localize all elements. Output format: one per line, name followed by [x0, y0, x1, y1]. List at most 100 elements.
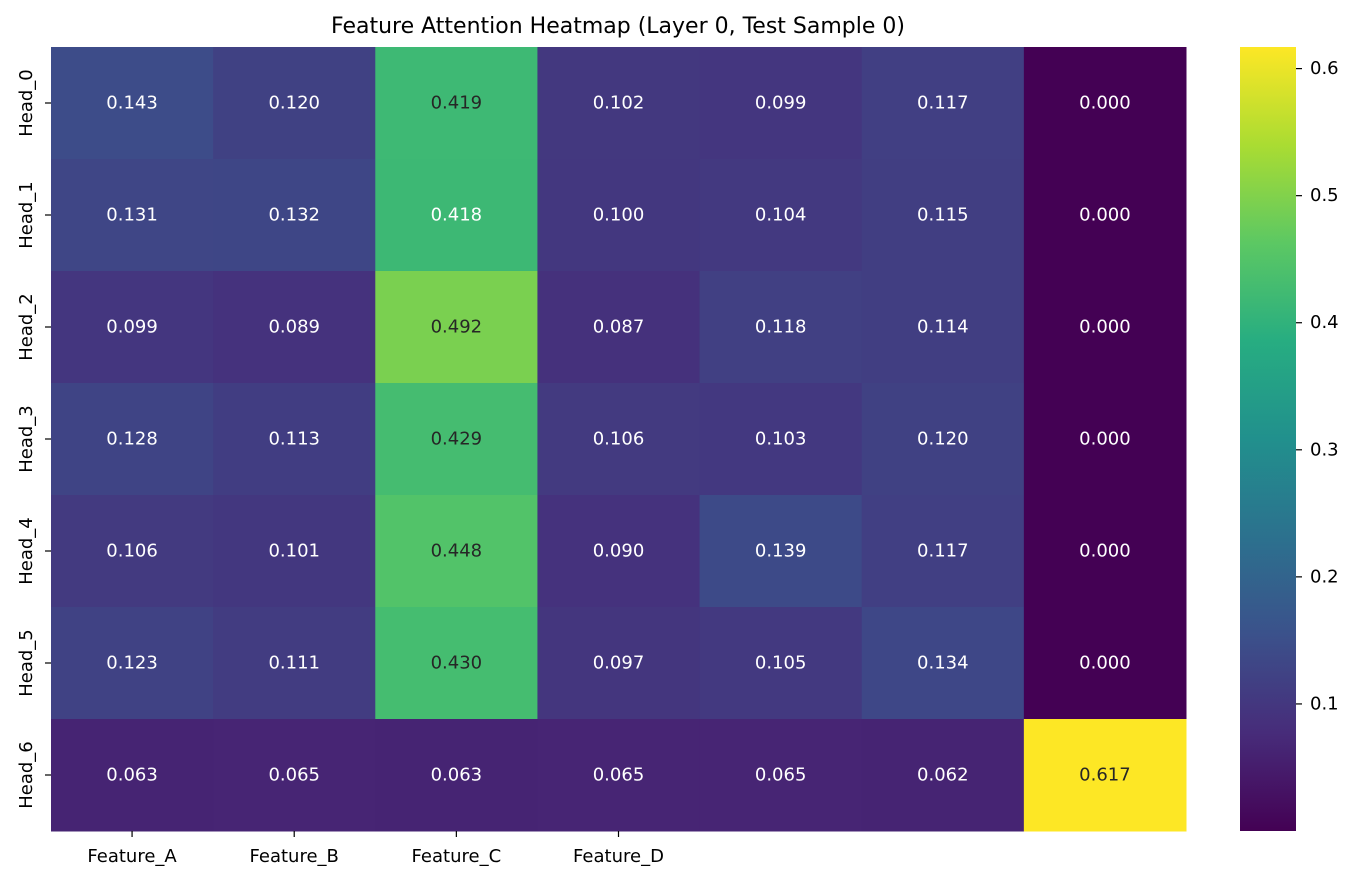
cell-value-label: 0.128	[106, 429, 158, 450]
heatmap-cell	[1023, 383, 1187, 496]
heatmap-cell	[861, 47, 1025, 160]
heatmap-cell	[537, 159, 701, 272]
cell-annotations: 0.143 0.120 0.419 0.102 0.099 0.117 0.000 0.131…	[106, 93, 1130, 786]
cell-value-label: 0.105	[755, 653, 807, 674]
heatmap-cell	[213, 383, 376, 496]
cell-value-label: 0.000	[1079, 429, 1131, 450]
cell-value-label: 0.448	[431, 541, 483, 562]
y-tick-label: Head_5	[16, 629, 37, 697]
cell-value-label: 0.000	[1079, 93, 1131, 114]
heatmap-cell	[375, 271, 538, 384]
cell-value-label: 0.115	[917, 205, 969, 226]
cell-value-label: 0.117	[917, 93, 969, 114]
cell-value-label: 0.132	[268, 205, 320, 226]
x-tick-label: Feature_D	[573, 846, 664, 867]
cell-value-label: 0.143	[106, 93, 158, 114]
y-tick-label: Head_1	[16, 181, 37, 249]
heatmap-cell	[699, 495, 863, 608]
y-tick-label: Head_6	[16, 741, 37, 809]
cell-value-label: 0.089	[268, 317, 320, 338]
heatmap-cell	[375, 159, 538, 272]
colorbar: 0.1 0.2 0.3 0.4 0.5 0.6	[1240, 47, 1339, 831]
cell-value-label: 0.063	[106, 765, 158, 786]
cell-value-label: 0.090	[593, 541, 645, 562]
y-tick-label: Head_0	[16, 69, 37, 137]
cell-value-label: 0.134	[917, 653, 969, 674]
heatmap-cell	[699, 159, 863, 272]
heatmap-cell	[375, 495, 538, 608]
heatmap-cell	[213, 495, 376, 608]
cell-value-label: 0.430	[431, 653, 483, 674]
heatmap-cell	[699, 271, 863, 384]
heatmap-cell	[213, 719, 376, 832]
cell-value-label: 0.000	[1079, 205, 1131, 226]
cell-value-label: 0.106	[106, 541, 158, 562]
heatmap-cell	[51, 271, 214, 384]
cell-value-label: 0.114	[917, 317, 969, 338]
cell-value-label: 0.000	[1079, 653, 1131, 674]
cell-value-label: 0.097	[593, 653, 645, 674]
heatmap-cell	[51, 607, 214, 720]
cell-value-label: 0.120	[917, 429, 969, 450]
heatmap-cell	[861, 495, 1025, 608]
cell-value-label: 0.117	[917, 541, 969, 562]
x-tick-label: Feature_A	[87, 846, 177, 867]
cell-value-label: 0.000	[1079, 317, 1131, 338]
heatmap-cell	[375, 719, 538, 832]
heatmap-cell	[213, 47, 376, 160]
heatmap-cell	[1023, 719, 1187, 832]
cell-value-label: 0.099	[106, 317, 158, 338]
heatmap-cell	[861, 383, 1025, 496]
cell-value-label: 0.065	[593, 765, 645, 786]
cell-value-label: 0.104	[755, 205, 807, 226]
cell-value-label: 0.103	[755, 429, 807, 450]
heatmap-cell	[699, 607, 863, 720]
heatmap-cell	[699, 47, 863, 160]
heatmap-cell	[213, 607, 376, 720]
cell-value-label: 0.000	[1079, 541, 1131, 562]
colorbar-gradient	[1240, 47, 1296, 831]
colorbar-tick-label: 0.3	[1310, 439, 1339, 460]
heatmap-cell	[861, 159, 1025, 272]
heatmap-cell	[51, 159, 214, 272]
heatmap-cell	[537, 719, 701, 832]
cell-value-label: 0.101	[268, 541, 320, 562]
x-axis: Feature_A Feature_B Feature_C Feature_D	[87, 831, 664, 867]
y-tick-label: Head_4	[16, 517, 37, 585]
colorbar-tick-label: 0.4	[1310, 312, 1339, 333]
heatmap-cell	[1023, 495, 1187, 608]
heatmap-cell	[537, 495, 701, 608]
heatmap-cell	[51, 383, 214, 496]
colorbar-tick-label: 0.1	[1310, 693, 1339, 714]
heatmap-cell	[375, 383, 538, 496]
heatmap-cell	[537, 607, 701, 720]
cell-value-label: 0.063	[431, 765, 483, 786]
heatmap-cell	[375, 47, 538, 160]
heatmap-cell	[51, 47, 214, 160]
chart-title: Feature Attention Heatmap (Layer 0, Test…	[331, 14, 905, 39]
cell-value-label: 0.123	[106, 653, 158, 674]
cell-value-label: 0.062	[917, 765, 969, 786]
cell-value-label: 0.120	[268, 93, 320, 114]
cell-value-label: 0.131	[106, 205, 158, 226]
colorbar-tick-label: 0.2	[1310, 566, 1339, 587]
cell-value-label: 0.065	[755, 765, 807, 786]
cell-value-label: 0.118	[755, 317, 807, 338]
cell-value-label: 0.429	[431, 429, 483, 450]
heatmap-cell	[213, 159, 376, 272]
y-tick-label: Head_2	[16, 293, 37, 361]
cell-value-label: 0.065	[268, 765, 320, 786]
heatmap-cell	[375, 607, 538, 720]
cell-value-label: 0.111	[268, 653, 320, 674]
heatmap-cell	[1023, 47, 1187, 160]
heatmap-cell	[861, 719, 1025, 832]
cell-value-label: 0.139	[755, 541, 807, 562]
cell-value-label: 0.100	[593, 205, 645, 226]
cell-value-label: 0.113	[268, 429, 320, 450]
heatmap-cell	[537, 47, 701, 160]
y-axis: Head_0 Head_1 Head_2 Head_3 Head_4 Head_5 Head…	[16, 69, 51, 809]
colorbar-tick-label: 0.6	[1310, 58, 1339, 79]
heatmap-cell	[861, 607, 1025, 720]
heatmap-cell	[861, 271, 1025, 384]
